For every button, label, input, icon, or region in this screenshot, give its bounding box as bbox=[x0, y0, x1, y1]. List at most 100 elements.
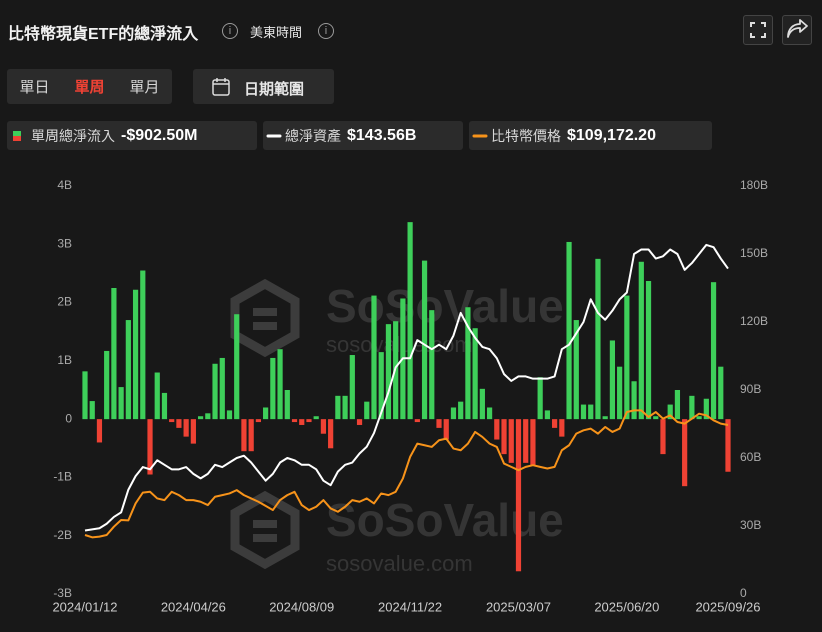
bar bbox=[169, 419, 175, 423]
bar bbox=[609, 340, 616, 420]
bar bbox=[212, 363, 218, 420]
period-toggle: 單日 單周 單月 bbox=[7, 69, 172, 104]
date-range-button[interactable]: 日期範圍 bbox=[193, 69, 334, 104]
bar bbox=[645, 281, 652, 420]
bar bbox=[696, 416, 702, 420]
bar bbox=[219, 357, 225, 420]
x-tick-label: 2024/01/12 bbox=[52, 599, 117, 614]
legend-name: 總淨資產 bbox=[285, 127, 341, 144]
bar bbox=[450, 407, 457, 420]
fullscreen-icon bbox=[750, 22, 766, 38]
x-tick-label: 2025/09/26 bbox=[695, 599, 760, 614]
bar bbox=[89, 401, 95, 420]
bar bbox=[465, 307, 471, 420]
bar bbox=[552, 419, 558, 428]
x-tick-label: 2025/03/07 bbox=[486, 599, 551, 614]
period-option[interactable]: 單周 bbox=[74, 79, 105, 96]
bar bbox=[595, 258, 601, 420]
bar bbox=[421, 260, 428, 420]
bar bbox=[255, 419, 261, 423]
bar bbox=[674, 390, 681, 420]
bar bbox=[414, 419, 420, 423]
info-icon[interactable]: i bbox=[318, 23, 334, 39]
bar bbox=[508, 419, 514, 463]
bar bbox=[486, 407, 493, 420]
legend-item[interactable]: 比特幣價格 $109,172.20 bbox=[469, 121, 712, 150]
bar bbox=[284, 390, 290, 420]
bar bbox=[458, 401, 464, 420]
bar bbox=[306, 419, 312, 423]
page-title: 比特幣現貨ETF的總淨流入 bbox=[8, 26, 199, 43]
bar bbox=[270, 357, 276, 420]
bar bbox=[147, 419, 153, 475]
x-tick-label: 2025/06/20 bbox=[594, 599, 659, 614]
period-option[interactable]: 單月 bbox=[129, 79, 160, 96]
bar bbox=[501, 419, 507, 455]
bar bbox=[443, 419, 449, 440]
share-button[interactable] bbox=[782, 15, 812, 45]
bar bbox=[154, 372, 160, 420]
y2-tick-label: 90B bbox=[740, 382, 761, 396]
bar bbox=[226, 410, 233, 420]
bar bbox=[602, 416, 608, 420]
bar bbox=[161, 392, 168, 420]
y-tick-label: -1B bbox=[53, 470, 72, 484]
bar bbox=[104, 350, 110, 420]
bar bbox=[515, 419, 522, 572]
y-tick-label: -2B bbox=[53, 528, 72, 542]
bar bbox=[479, 388, 485, 420]
bar bbox=[118, 387, 124, 420]
bar bbox=[248, 419, 254, 452]
bar bbox=[263, 407, 269, 420]
bar bbox=[277, 349, 283, 420]
bar bbox=[682, 419, 688, 487]
bar bbox=[371, 295, 377, 420]
bar bbox=[234, 314, 240, 420]
x-tick-label: 2024/08/09 bbox=[269, 599, 334, 614]
bar bbox=[125, 320, 131, 420]
watermark-logo bbox=[230, 278, 300, 358]
bar bbox=[111, 288, 117, 420]
x-tick-label: 2024/11/22 bbox=[378, 599, 442, 614]
bar bbox=[176, 419, 182, 428]
y2-tick-label: 30B bbox=[740, 518, 761, 532]
y-tick-label: 2B bbox=[57, 295, 72, 309]
bar bbox=[385, 324, 392, 420]
info-icon[interactable]: i bbox=[222, 23, 238, 39]
bar bbox=[82, 371, 88, 420]
bar bbox=[183, 419, 189, 437]
bar bbox=[205, 413, 211, 420]
fullscreen-button[interactable] bbox=[743, 15, 773, 45]
bar bbox=[660, 419, 666, 455]
legend-item[interactable]: 單周總淨流入 -$902.50M bbox=[7, 121, 257, 150]
bar bbox=[364, 401, 370, 420]
bar bbox=[313, 416, 319, 420]
timezone: 美東時間 bbox=[250, 25, 303, 40]
bar bbox=[335, 395, 341, 420]
bar bbox=[725, 419, 731, 472]
period-option[interactable]: 單日 bbox=[19, 79, 50, 96]
y2-tick-label: 150B bbox=[740, 246, 768, 260]
bar bbox=[710, 282, 717, 420]
watermark-site: sosovalue.com bbox=[326, 332, 473, 357]
y-tick-label: 4B bbox=[57, 178, 72, 192]
bar bbox=[241, 419, 247, 452]
bar bbox=[624, 295, 630, 420]
bar bbox=[523, 419, 529, 463]
bar bbox=[638, 261, 644, 420]
bar bbox=[356, 419, 363, 425]
y-tick-label: -3B bbox=[53, 586, 72, 600]
bar bbox=[494, 419, 500, 440]
legend-item[interactable]: 總淨資產 $143.56B bbox=[263, 121, 463, 150]
line-series bbox=[84, 243, 729, 532]
legend-swatch bbox=[266, 134, 282, 137]
bar bbox=[580, 404, 587, 420]
bar bbox=[342, 395, 348, 420]
y2-tick-label: 60B bbox=[740, 450, 761, 464]
bar bbox=[718, 366, 724, 420]
y2-tick-label: 120B bbox=[740, 314, 768, 328]
bar bbox=[544, 410, 550, 420]
